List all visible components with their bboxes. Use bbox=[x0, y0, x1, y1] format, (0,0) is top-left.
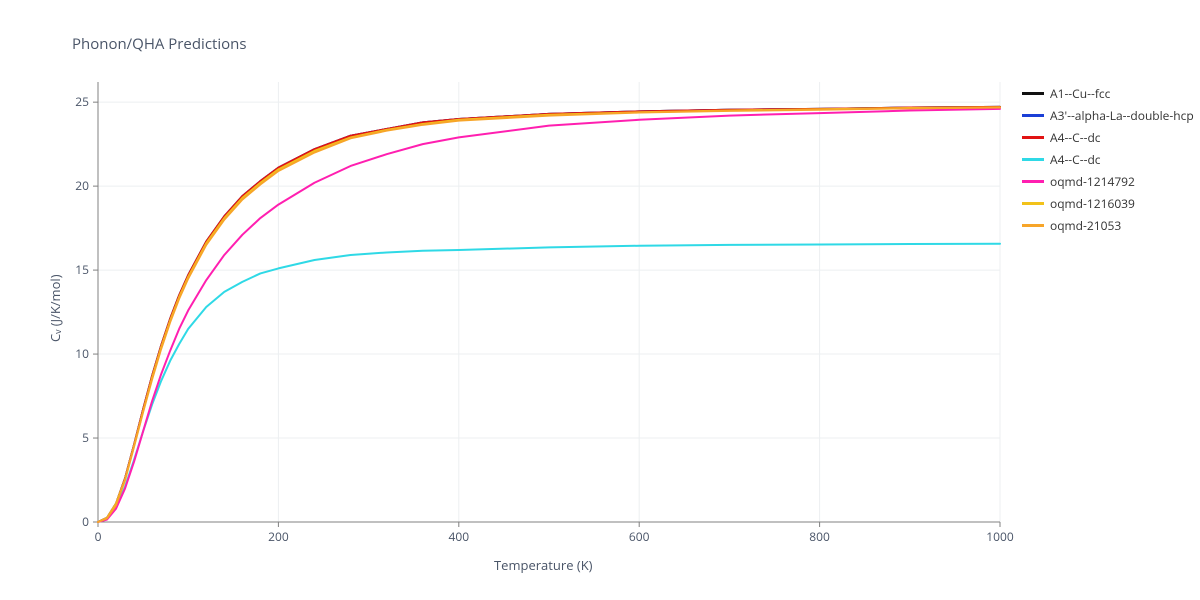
x-tick-label: 600 bbox=[629, 528, 650, 545]
legend-item[interactable]: oqmd-1216039 bbox=[1022, 194, 1194, 212]
x-axis-label: Temperature (K) bbox=[494, 556, 593, 574]
x-tick-label: 800 bbox=[809, 528, 830, 545]
y-tick-label: 0 bbox=[82, 513, 89, 530]
series-line bbox=[98, 108, 1000, 522]
y-tick-label: 10 bbox=[75, 345, 89, 362]
series-line bbox=[98, 109, 1000, 522]
legend-item[interactable]: A4--C--dc bbox=[1022, 150, 1194, 168]
legend-label: A3'--alpha-La--double-hcp bbox=[1050, 107, 1194, 124]
legend-swatch bbox=[1022, 114, 1044, 117]
legend-item[interactable]: oqmd-1214792 bbox=[1022, 172, 1194, 190]
chart-container: Phonon/QHA Predictions 02004006008001000… bbox=[0, 0, 1200, 600]
plot-svg: 0 200 400 600 800 1000 0 5 10 15 20 25 bbox=[0, 0, 1200, 600]
series-line bbox=[98, 107, 1000, 522]
legend-item[interactable]: oqmd-21053 bbox=[1022, 216, 1194, 234]
legend-label: A1--Cu--fcc bbox=[1050, 85, 1110, 102]
legend-item[interactable]: A4--C--dc bbox=[1022, 128, 1194, 146]
series-line bbox=[98, 107, 1000, 522]
legend-swatch bbox=[1022, 224, 1044, 227]
y-tick-label: 15 bbox=[75, 261, 89, 278]
legend-item[interactable]: A1--Cu--fcc bbox=[1022, 84, 1194, 102]
legend-label: A4--C--dc bbox=[1050, 129, 1101, 146]
y-axis-label: Cᵥ (J/K/mol) bbox=[46, 274, 64, 342]
series-line bbox=[98, 107, 1000, 522]
legend-label: oqmd-21053 bbox=[1050, 217, 1121, 234]
legend-label: A4--C--dc bbox=[1050, 151, 1101, 168]
legend-swatch bbox=[1022, 180, 1044, 183]
x-tick-label: 0 bbox=[95, 528, 102, 545]
legend-label: oqmd-1216039 bbox=[1050, 195, 1135, 212]
x-tick-label: 200 bbox=[268, 528, 289, 545]
x-tick-label: 400 bbox=[449, 528, 470, 545]
legend-swatch bbox=[1022, 202, 1044, 205]
legend-swatch bbox=[1022, 92, 1044, 95]
y-tick-label: 5 bbox=[82, 429, 89, 446]
series-line bbox=[98, 107, 1000, 522]
y-tick-label: 20 bbox=[75, 177, 89, 194]
series-line bbox=[98, 244, 1000, 522]
legend-swatch bbox=[1022, 158, 1044, 161]
legend-item[interactable]: A3'--alpha-La--double-hcp bbox=[1022, 106, 1194, 124]
legend-swatch bbox=[1022, 136, 1044, 139]
y-tick-label: 25 bbox=[75, 93, 89, 110]
legend-label: oqmd-1214792 bbox=[1050, 173, 1135, 190]
legend: A1--Cu--fcc A3'--alpha-La--double-hcp A4--… bbox=[1022, 84, 1194, 238]
x-tick-label: 1000 bbox=[986, 528, 1014, 545]
